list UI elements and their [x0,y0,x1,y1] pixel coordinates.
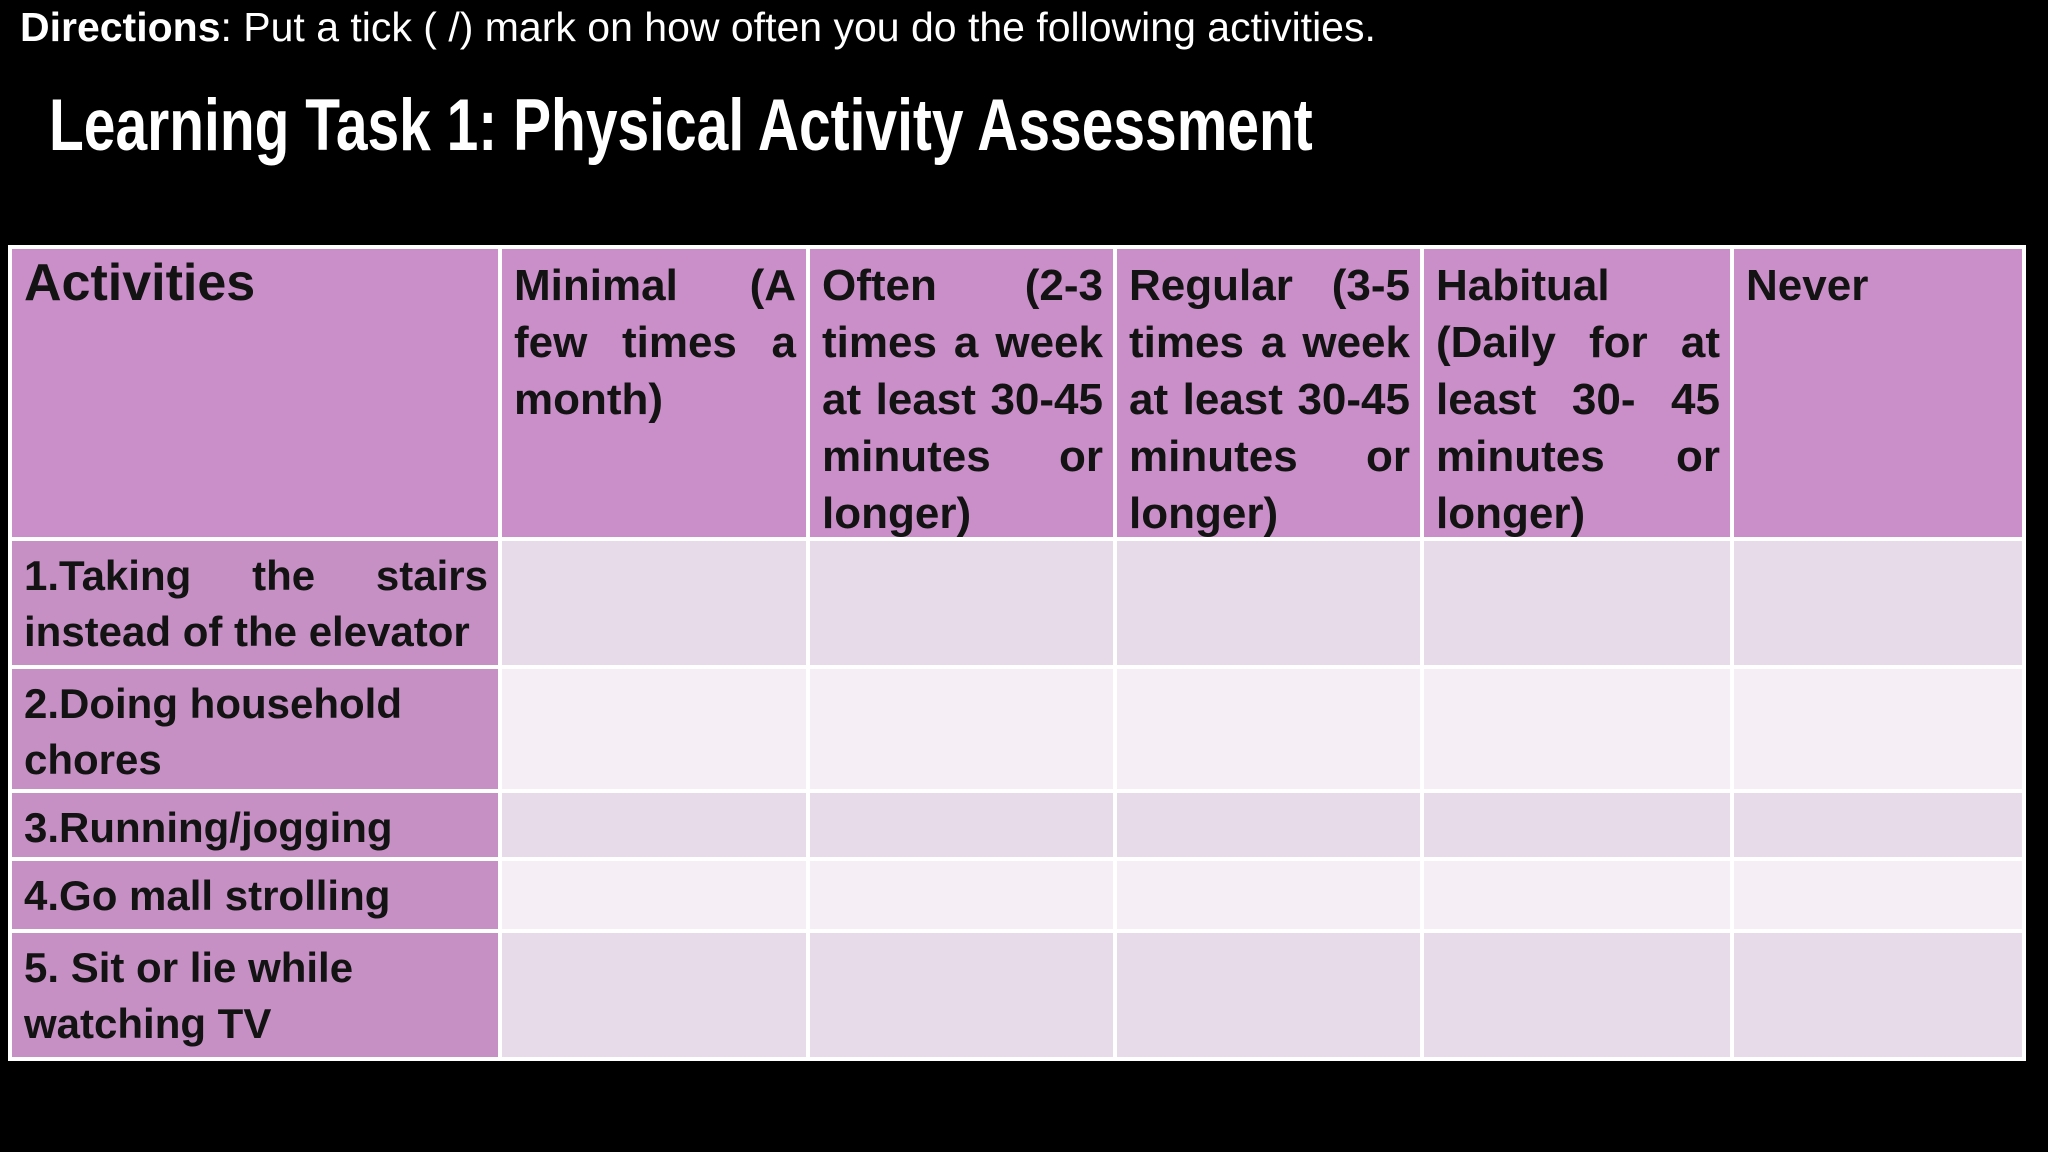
text-line: least 30- 45 [1436,375,1720,424]
tick-cell-r2-often[interactable] [810,669,1113,789]
text-line: longer) [1129,489,1279,537]
tick-cell-r1-regular[interactable] [1117,541,1420,665]
text-line: at least 30-45 [1129,375,1410,424]
text-line: 1.Taking the stairs [24,552,488,599]
tick-cell-r4-regular[interactable] [1117,861,1420,929]
table-row: 2.Doing household chores [12,669,2022,789]
text-line: minutes or [822,432,1103,481]
text-line: minutes or [1129,432,1410,481]
directions-label: Directions [20,4,221,50]
table-header-row: Activities Minimal (A few times a month) Ofte… [12,249,2022,537]
text-line: longer) [822,489,972,537]
tick-cell-r4-never[interactable] [1734,861,2022,929]
tick-cell-r5-never[interactable] [1734,933,2022,1057]
text-line: Minimal (A [514,261,796,310]
table-row: 5. Sit or lie while watching TV [12,933,2022,1057]
text-line: chores [24,736,162,783]
text-line: (Daily for at [1436,318,1720,367]
col-header-habitual: Habitual (Daily for at least 30- 45 minutes or lo… [1424,249,1730,537]
tick-cell-r2-regular[interactable] [1117,669,1420,789]
tick-cell-r4-minimal[interactable] [502,861,806,929]
text-line: at least 30-45 [822,375,1103,424]
page-title: Learning Task 1: Physical Activity Asses… [49,85,1313,166]
tick-cell-r5-regular[interactable] [1117,933,1420,1057]
tick-cell-r3-never[interactable] [1734,793,2022,857]
tick-cell-r1-minimal[interactable] [502,541,806,665]
col-header-never: Never [1734,249,2022,537]
activity-label-5: 5. Sit or lie while watching TV [12,933,498,1057]
directions-body: : Put a tick ( /) mark on how often you … [220,4,1376,50]
tick-cell-r3-habitual[interactable] [1424,793,1730,857]
text-line: month) [514,375,664,424]
tick-cell-r1-never[interactable] [1734,541,2022,665]
text-line: Activities [24,254,256,312]
text-line: Often (2-3 [822,261,1103,310]
text-line: 3.Running/jogging [24,804,393,851]
text-line: Never [1746,261,1869,310]
text-line: longer) [1436,489,1586,537]
text-line: instead of the elevator [24,608,470,655]
tick-cell-r4-habitual[interactable] [1424,861,1730,929]
col-header-often: Often (2-3 times a week at least 30-45 minutes or… [810,249,1113,537]
text-line: watching TV [24,1000,272,1047]
activity-label-1: 1.Taking the stairs instead of the elevator [12,541,498,665]
activity-label-2: 2.Doing household chores [12,669,498,789]
tick-cell-r3-often[interactable] [810,793,1113,857]
tick-cell-r4-often[interactable] [810,861,1113,929]
tick-cell-r1-habitual[interactable] [1424,541,1730,665]
col-header-regular: Regular (3-5 times a week at least 30-45 minutes… [1117,249,1420,537]
tick-cell-r5-minimal[interactable] [502,933,806,1057]
col-header-activities: Activities [12,249,498,537]
tick-cell-r3-regular[interactable] [1117,793,1420,857]
text-line: 2.Doing household [24,680,402,727]
text-line: Habitual [1436,261,1610,310]
tick-cell-r2-never[interactable] [1734,669,2022,789]
tick-cell-r5-habitual[interactable] [1424,933,1730,1057]
text-line: Regular (3-5 [1129,261,1410,310]
tick-cell-r1-often[interactable] [810,541,1113,665]
text-line: times a week [1129,318,1410,367]
text-line: 5. Sit or lie while [24,944,354,991]
tick-cell-r3-minimal[interactable] [502,793,806,857]
tick-cell-r2-habitual[interactable] [1424,669,1730,789]
text-line: minutes or [1436,432,1720,481]
tick-cell-r2-minimal[interactable] [502,669,806,789]
text-line: few times a [514,318,796,367]
table-row: 1.Taking the stairs instead of the elevator [12,541,2022,665]
activity-label-4: 4.Go mall strolling [12,861,498,929]
text-line: times a week [822,318,1103,367]
col-header-minimal: Minimal (A few times a month) [502,249,806,537]
tick-cell-r5-often[interactable] [810,933,1113,1057]
text-line: 4.Go mall strolling [24,872,391,919]
table-row: 3.Running/jogging [12,793,2022,857]
activity-label-3: 3.Running/jogging [12,793,498,857]
assessment-table: Activities Minimal (A few times a month) Ofte… [8,245,2026,1061]
directions-text: Directions: Put a tick ( /) mark on how … [20,0,1376,56]
table-row: 4.Go mall strolling [12,861,2022,929]
